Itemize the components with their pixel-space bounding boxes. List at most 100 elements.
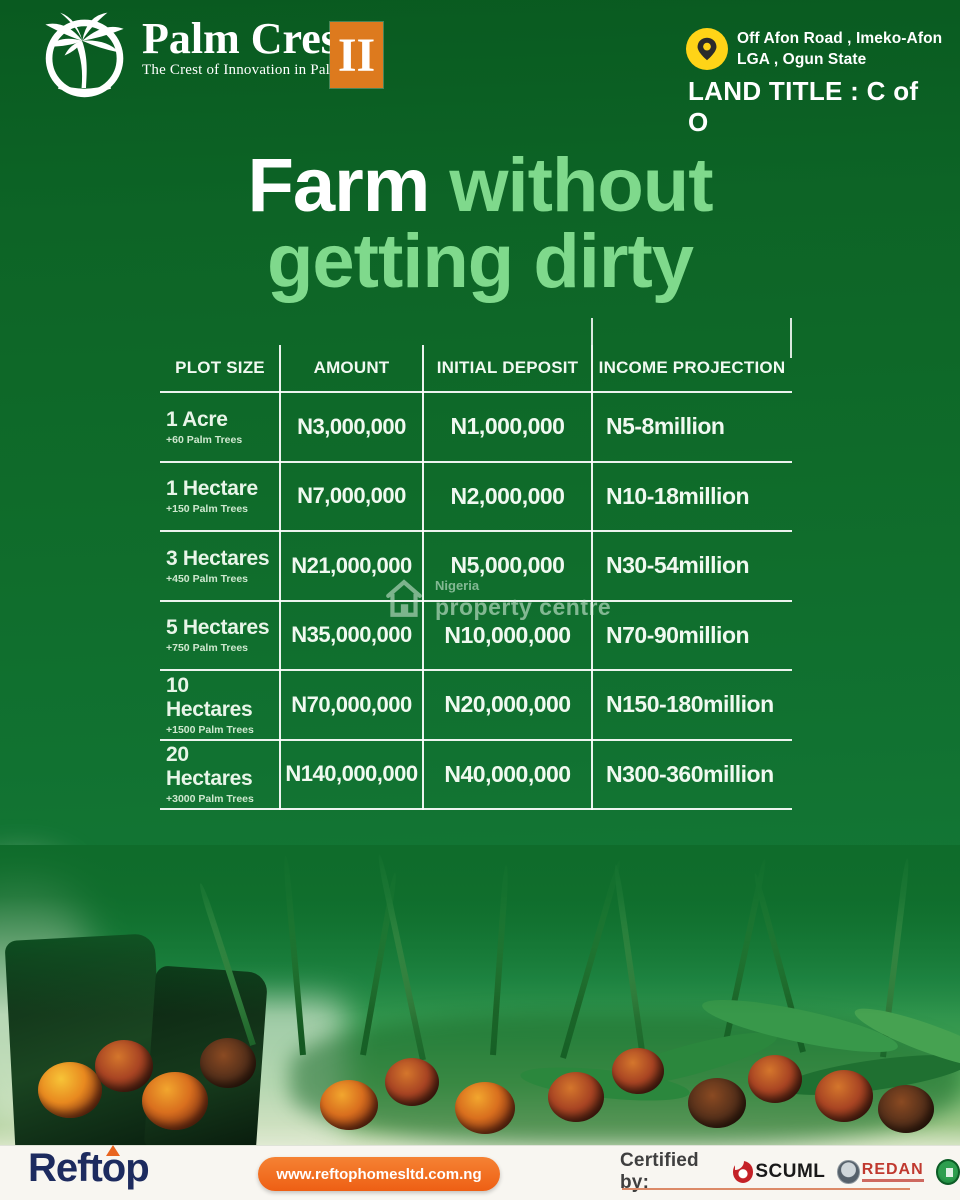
palm-trees-count: +60 Palm Trees <box>166 433 243 446</box>
plot-size-cell: 10 Hectares +1500 Palm Trees <box>160 671 280 739</box>
plot-size: 3 Hectares <box>166 546 270 570</box>
headline-word-farm: Farm <box>247 143 430 228</box>
palm-fruit <box>320 1080 378 1130</box>
table-divider <box>790 318 792 358</box>
pricing-table: PLOT SIZE AMOUNT INITIAL DEPOSIT INCOME … <box>160 318 792 810</box>
table-divider <box>591 318 593 345</box>
headline-word-without: without <box>449 143 713 228</box>
headline: Farm without getting dirty <box>0 148 960 300</box>
watermark: Nigeria property centre <box>383 578 611 621</box>
watermark-house-icon <box>386 579 422 617</box>
column-header-initial-deposit: INITIAL DEPOSIT <box>436 358 579 377</box>
plot-size-cell: 5 Hectares +750 Palm Trees <box>160 602 280 670</box>
projection-value: N10-18million <box>606 482 750 509</box>
palm-fruit <box>548 1072 604 1122</box>
palm-fruit <box>688 1078 746 1128</box>
location-line1: Off Afon Road , Imeko-Afon <box>737 30 943 47</box>
palm-trees-count: +450 Palm Trees <box>166 572 249 585</box>
projection-value: N300-360million <box>606 760 774 787</box>
plot-size-cell: 20 Hectares +3000 Palm Trees <box>160 741 280 809</box>
table-divider <box>591 345 593 810</box>
plot-size: 10 Hectares <box>166 673 253 721</box>
amount-value: N3,000,000 <box>297 413 406 439</box>
palm-fruit <box>142 1072 208 1130</box>
plot-size: 20 Hectares <box>166 743 253 791</box>
logo-arrow-icon <box>106 1145 120 1156</box>
amount-value: N7,000,000 <box>297 483 406 509</box>
location-row: Off Afon Road , Imeko-Afon LGA , Ogun St… <box>686 28 946 70</box>
seedling-bag <box>4 933 166 1155</box>
plot-size-cell: 1 Hectare +150 Palm Trees <box>160 463 280 531</box>
table-divider <box>279 345 281 810</box>
palm-fruit <box>38 1062 102 1118</box>
deposit-value: N20,000,000 <box>444 691 571 718</box>
palm-fruit <box>612 1048 664 1094</box>
location-address: Off Afon Road , Imeko-Afon LGA , Ogun St… <box>737 28 942 70</box>
certified-by-group: Certified by: SCUML REDAN <box>620 1150 960 1193</box>
brand-tagline: The Crest of Innovation in Palm Oil <box>142 62 366 78</box>
logo-text: Reftop <box>28 1146 150 1190</box>
deposit-value: N1,000,000 <box>450 413 565 440</box>
palm-fruit <box>385 1058 439 1106</box>
watermark-line1: Nigeria <box>435 578 480 593</box>
location-pin-icon <box>686 28 728 70</box>
palm-fruit <box>95 1040 153 1092</box>
photo-strip <box>0 845 960 1155</box>
phase-badge: II <box>330 22 383 88</box>
projection-value: N30-54million <box>606 552 750 579</box>
scuml-label: SCUML <box>755 1161 826 1182</box>
brand-name: Palm Crest <box>142 14 353 63</box>
palm-fruit <box>455 1082 515 1134</box>
watermark-text: Nigeria property centre <box>435 578 611 621</box>
amount-value: N35,000,000 <box>291 622 412 648</box>
brand-text: Palm Crest The Crest of Innovation in Pa… <box>142 16 366 79</box>
deposit-value: N40,000,000 <box>444 760 571 787</box>
palm-fruit <box>878 1085 934 1133</box>
column-header-amount: AMOUNT <box>313 358 390 377</box>
projection-value: N5-8million <box>606 413 725 440</box>
table-row: 5 Hectares +750 Palm Trees N35,000,000 N… <box>160 602 792 671</box>
deposit-value: N10,000,000 <box>444 621 571 648</box>
redan-label-group: REDAN <box>861 1161 924 1182</box>
plot-size-cell: 3 Hectares +450 Palm Trees <box>160 532 280 600</box>
reftop-homes-logo: Reftop HOMES <box>28 1145 150 1200</box>
projection-value: N70-90million <box>606 621 750 648</box>
palm-trees-count: +750 Palm Trees <box>166 642 249 655</box>
amount-value: N140,000,000 <box>285 761 418 787</box>
amount-value: N21,000,000 <box>291 552 412 578</box>
certified-underline <box>622 1188 910 1190</box>
deposit-value: N5,000,000 <box>450 552 565 579</box>
table-header-row: PLOT SIZE AMOUNT INITIAL DEPOSIT INCOME … <box>160 345 792 393</box>
table-row: 1 Hectare +150 Palm Trees N7,000,000 N2,… <box>160 463 792 532</box>
table-body: 1 Acre +60 Palm Trees N3,000,000 N1,000,… <box>160 393 792 810</box>
scuml-logo-icon <box>732 1161 754 1183</box>
redan-label: REDAN <box>861 1161 924 1178</box>
table-row: 20 Hectares +3000 Palm Trees N140,000,00… <box>160 741 792 810</box>
amount-value: N70,000,000 <box>291 691 412 717</box>
palm-fruit <box>200 1038 256 1088</box>
palm-tree-logo-icon <box>45 12 124 98</box>
column-header-income-projection: INCOME PROJECTION <box>598 358 786 377</box>
palm-trees-count: +3000 Palm Trees <box>166 793 254 806</box>
table-row: 3 Hectares +450 Palm Trees N21,000,000 N… <box>160 532 792 602</box>
palm-fruit <box>815 1070 873 1122</box>
certification-badge-icon <box>935 1159 960 1185</box>
palm-trees-count: +150 Palm Trees <box>166 503 249 516</box>
location-line2: LGA , Ogun State <box>737 51 867 68</box>
watermark-line2: property centre <box>435 594 612 620</box>
land-title: LAND TITLE : C of O <box>688 76 919 137</box>
location-block: Off Afon Road , Imeko-Afon LGA , Ogun St… <box>686 28 946 138</box>
column-header-plot-size: PLOT SIZE <box>175 358 265 377</box>
footer-bar: Reftop HOMES www.reftophomesltd.com.ng C… <box>0 1145 960 1200</box>
certified-by-label: Certified by: <box>620 1150 699 1193</box>
projection-value: N150-180million <box>606 691 774 718</box>
brand-header: Palm Crest The Crest of Innovation in Pa… <box>38 6 366 102</box>
plot-size: 1 Hectare <box>166 477 258 501</box>
table-row: 1 Acre +60 Palm Trees N3,000,000 N1,000,… <box>160 393 792 463</box>
website-button[interactable]: www.reftophomesltd.com.ng <box>258 1157 500 1191</box>
plot-size: 1 Acre <box>166 407 228 431</box>
table-row: 10 Hectares +1500 Palm Trees N70,000,000… <box>160 671 792 741</box>
palm-trees-count: +1500 Palm Trees <box>166 723 254 736</box>
palm-fruit <box>748 1055 802 1103</box>
